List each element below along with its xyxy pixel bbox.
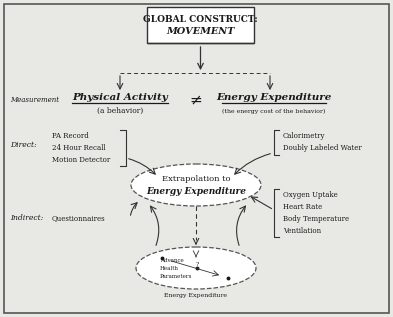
Text: (the energy cost of the behavior): (the energy cost of the behavior) [222, 108, 326, 113]
Text: Advance: Advance [160, 257, 184, 262]
Text: GLOBAL CONSTRUCT:: GLOBAL CONSTRUCT: [143, 15, 258, 23]
Text: MOVEMENT: MOVEMENT [166, 28, 235, 36]
Text: Ventilation: Ventilation [283, 227, 321, 235]
Text: Physical Activity: Physical Activity [72, 93, 168, 101]
Text: Motion Detector: Motion Detector [52, 156, 110, 164]
Text: Direct:: Direct: [10, 141, 37, 149]
Text: (a behavior): (a behavior) [97, 107, 143, 115]
Text: Energy Expenditure: Energy Expenditure [165, 293, 228, 297]
Text: Doubly Labeled Water: Doubly Labeled Water [283, 144, 362, 152]
Text: Body Temperature: Body Temperature [283, 215, 349, 223]
Text: Extrapolation to: Extrapolation to [162, 175, 230, 183]
Text: Calorimetry: Calorimetry [283, 132, 325, 140]
Text: 24 Hour Recall: 24 Hour Recall [52, 144, 105, 152]
Text: ≠: ≠ [190, 93, 202, 107]
Text: Measurement: Measurement [10, 96, 59, 104]
Text: Indirect:: Indirect: [10, 214, 43, 222]
FancyBboxPatch shape [147, 7, 254, 43]
Text: Oxygen Uptake: Oxygen Uptake [283, 191, 338, 199]
Text: Energy Expenditure: Energy Expenditure [146, 187, 246, 197]
Text: Parameters: Parameters [160, 274, 193, 279]
Text: ?: ? [195, 262, 199, 268]
Text: Energy Expenditure: Energy Expenditure [216, 93, 332, 101]
Ellipse shape [131, 164, 261, 206]
Text: PA Record: PA Record [52, 132, 89, 140]
Text: Health: Health [160, 266, 179, 270]
Text: Heart Rate: Heart Rate [283, 203, 322, 211]
Ellipse shape [136, 247, 256, 289]
Text: Questionnaires: Questionnaires [52, 214, 106, 222]
